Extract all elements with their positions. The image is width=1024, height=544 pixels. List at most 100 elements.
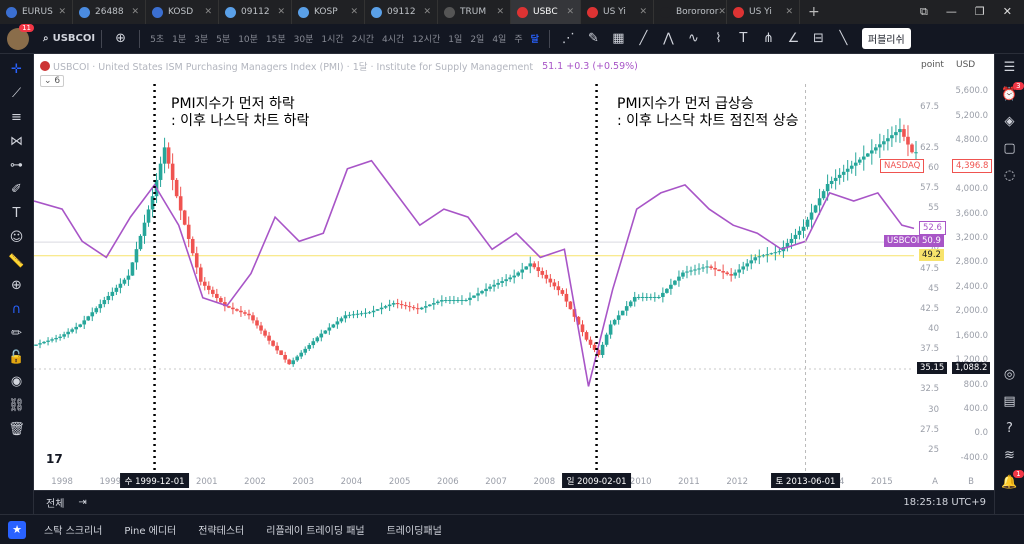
fib-icon[interactable]: ≡	[11, 110, 22, 125]
eye-icon[interactable]: ◉	[10, 374, 23, 389]
panel-tab[interactable]: 전략테스터	[198, 526, 245, 537]
abc-pattern-icon[interactable]: ⋰	[561, 31, 575, 46]
emoji-icon[interactable]: ☺	[9, 230, 24, 245]
close-icon[interactable]: ✕	[277, 7, 285, 17]
crosshair-icon[interactable]: ✛	[11, 62, 22, 77]
stream-icon[interactable]: ≋	[1004, 448, 1015, 463]
panel-tab[interactable]: 리플레이 트레이딩 패널	[266, 526, 365, 537]
layers-icon[interactable]: ◈	[1004, 114, 1015, 129]
pen-icon[interactable]: ✎	[587, 31, 599, 46]
scale-mode-label[interactable]: point	[921, 60, 944, 70]
timeframe-option[interactable]: 2일	[470, 35, 485, 45]
timeframe-option[interactable]: 1분	[172, 35, 187, 45]
projection-icon[interactable]: ⊶	[10, 158, 23, 173]
ideas-icon[interactable]: ◌	[1003, 168, 1016, 183]
browser-tab[interactable]: EURUS ✕	[0, 0, 73, 24]
text-icon[interactable]: T	[739, 31, 748, 46]
calendar-range-icon[interactable]: ⇥	[78, 497, 87, 508]
cast-icon[interactable]: ⧉	[920, 5, 928, 18]
browser-tab[interactable]: Borororor ✕	[654, 0, 727, 24]
restore-icon[interactable]: ❐	[974, 5, 985, 18]
browser-tab[interactable]: 26488 ✕	[73, 0, 146, 24]
range-all-button[interactable]: 전체	[46, 499, 65, 510]
timeframe-option[interactable]: 주	[514, 35, 523, 45]
browser-tab[interactable]: US Yi ✕	[727, 0, 800, 24]
browser-tab[interactable]: KOSP ✕	[292, 0, 365, 24]
chart-plot[interactable]	[34, 54, 994, 490]
watchlist-icon[interactable]: ☰	[1003, 60, 1016, 75]
close-icon[interactable]: ✕	[204, 7, 212, 17]
link-icon[interactable]: ⛓	[8, 398, 25, 413]
timeframe-option[interactable]: 10분	[238, 35, 258, 45]
axis-mode-button[interactable]: B	[968, 477, 974, 487]
timeframe-option[interactable]: 1시간	[321, 35, 344, 45]
ruler-icon[interactable]: 📏	[8, 254, 25, 269]
chat-icon[interactable]: ▢	[1003, 141, 1016, 156]
close-icon[interactable]: ✕	[496, 7, 504, 17]
currency-label[interactable]: USD	[956, 60, 976, 70]
close-icon[interactable]: ✕	[718, 7, 726, 17]
avatar[interactable]: 11	[7, 23, 34, 50]
close-window-icon[interactable]: ✕	[1002, 5, 1012, 18]
timeframe-option[interactable]: 1일	[448, 35, 463, 45]
timeframe-option[interactable]: 5분	[216, 35, 231, 45]
text-tool-icon[interactable]: T	[12, 206, 21, 221]
brush-tool-icon[interactable]: ✐	[11, 182, 22, 197]
close-icon[interactable]: ✕	[350, 7, 358, 17]
grid-icon[interactable]: ▦	[612, 31, 625, 46]
timeframe-option[interactable]: 3분	[194, 35, 209, 45]
timeframe-option[interactable]: 12시간	[412, 35, 441, 45]
zoom-in-icon[interactable]: ⊕	[11, 278, 22, 293]
angle-icon[interactable]: ∠	[787, 31, 800, 46]
bell-icon[interactable]: 🔔 1	[1001, 470, 1024, 490]
timeframe-option[interactable]: 15분	[265, 35, 286, 45]
timeframe-option[interactable]: 2시간	[351, 35, 374, 45]
magnet-icon[interactable]: ∩	[11, 302, 22, 317]
timeframe-option[interactable]: 5초	[150, 35, 165, 45]
timeframe-option[interactable]: 4일	[492, 35, 507, 45]
browser-tab[interactable]: 09112 ✕	[365, 0, 438, 24]
browser-tab[interactable]: 09112 ✕	[219, 0, 292, 24]
lock-drawing-icon[interactable]: ✏	[11, 326, 22, 341]
symbol-search[interactable]: ⌕ USBCOI	[43, 33, 95, 44]
pattern-tool-icon[interactable]: ⋈	[10, 134, 23, 149]
timeframe-option[interactable]: 달	[530, 35, 539, 45]
close-icon[interactable]: ✕	[423, 7, 431, 17]
calendar-icon[interactable]: ▤	[1003, 394, 1016, 409]
trash-icon[interactable]: 🗑	[8, 422, 25, 437]
close-icon[interactable]: ✕	[785, 7, 793, 17]
fork-icon[interactable]: ⋔	[762, 31, 774, 46]
panel-tab[interactable]: Pine 에디터	[124, 526, 177, 537]
panel-tab[interactable]: 트레이딩패널	[386, 526, 442, 537]
lock-icon[interactable]: 🔓	[8, 350, 25, 365]
pattern-icon[interactable]: ⋀	[663, 31, 674, 46]
legend-collapse-toggle[interactable]: ⌄ 6	[40, 75, 65, 87]
browser-tab[interactable]: US Yi ✕	[581, 0, 654, 24]
browser-tab[interactable]: USBC ✕	[511, 0, 581, 24]
timeframe-option[interactable]: 30분	[293, 35, 314, 45]
add-symbol-icon[interactable]: ⊕	[115, 31, 127, 46]
publish-button[interactable]: 퍼블리쉬	[861, 28, 911, 49]
help-icon[interactable]: ?	[1006, 421, 1013, 436]
favorite-star-icon[interactable]: ★	[8, 520, 26, 539]
close-icon[interactable]: ✕	[131, 7, 139, 17]
alert-icon[interactable]: ⏰ 3	[1001, 82, 1024, 102]
timeframe-option[interactable]: 4시간	[381, 35, 405, 45]
new-tab-icon[interactable]: +	[808, 4, 820, 20]
browser-tab[interactable]: KOSD ✕	[146, 0, 219, 24]
minimize-icon[interactable]: —	[945, 5, 957, 18]
axis-mode-button[interactable]: A	[932, 477, 938, 487]
close-icon[interactable]: ✕	[566, 7, 574, 17]
line-tool-icon[interactable]: ⟋	[11, 86, 22, 101]
wave-icon[interactable]: ∿	[687, 31, 699, 46]
ray-icon[interactable]: ╲	[839, 31, 848, 46]
browser-tab[interactable]: TRUM ✕	[438, 0, 511, 24]
target-icon[interactable]: ◎	[1003, 367, 1016, 382]
close-icon[interactable]: ✕	[639, 7, 647, 17]
range-icon[interactable]: ⊟	[812, 31, 824, 46]
trendline-icon[interactable]: ╱	[639, 31, 648, 46]
panel-tab[interactable]: 스탁 스크리너	[44, 526, 103, 537]
brush-icon[interactable]: ⌇	[715, 31, 722, 46]
chart-area[interactable]: USBCOI · United States ISM Purchasing Ma…	[34, 54, 994, 490]
close-icon[interactable]: ✕	[58, 7, 66, 17]
